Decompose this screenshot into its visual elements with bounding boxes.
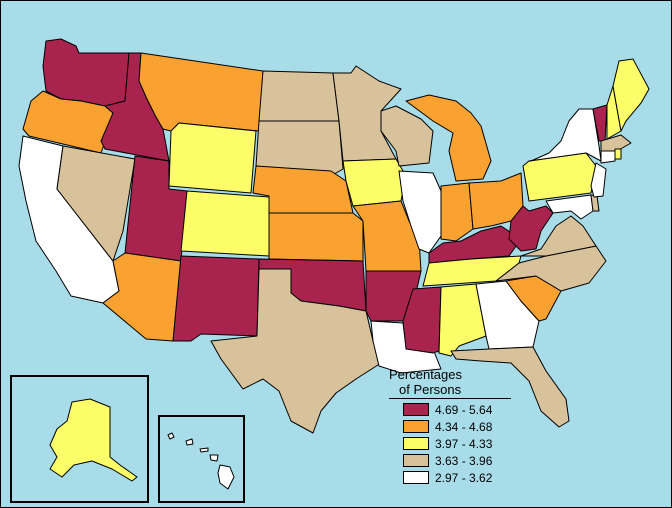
hawaii-map <box>167 432 235 490</box>
legend-item: 3.63 - 3.96 <box>403 452 529 469</box>
legend-label: 4.34 - 4.68 <box>435 419 493 434</box>
state-va <box>520 215 597 257</box>
state-ak <box>49 398 138 482</box>
state-tx <box>210 268 382 434</box>
legend-item: 2.97 - 3.62 <box>403 469 529 486</box>
alaska-inset <box>10 375 149 503</box>
state-md <box>545 194 594 220</box>
legend-item: 3.97 - 4.33 <box>403 435 529 452</box>
state-sd <box>255 120 344 177</box>
legend-swatch <box>403 471 429 484</box>
legend-title-line1: Percentages <box>389 367 462 382</box>
legend-item: 4.34 - 4.68 <box>403 418 529 435</box>
legend-swatch <box>403 420 429 433</box>
state-mt <box>138 52 264 132</box>
state-in <box>440 182 474 242</box>
legend-rows: 4.69 - 5.64 4.34 - 4.68 3.97 - 4.33 3.63… <box>403 401 529 486</box>
hawaii-inset <box>158 415 245 503</box>
state-hi-maui <box>209 454 219 462</box>
legend-title: Percentages of Persons <box>389 367 511 399</box>
state-nj <box>590 162 607 198</box>
legend: Percentages of Persons 4.69 - 5.64 4.34 … <box>389 367 529 486</box>
legend-label: 3.63 - 3.96 <box>435 453 493 468</box>
state-hi-molokai <box>199 447 209 453</box>
state-hi-big-island <box>217 464 235 490</box>
legend-swatch <box>403 437 429 450</box>
legend-label: 3.97 - 4.33 <box>435 436 493 451</box>
state-ny <box>528 108 602 162</box>
state-ct <box>600 150 616 164</box>
state-ma <box>600 134 632 152</box>
state-mi <box>405 94 492 182</box>
state-ia <box>342 158 407 207</box>
state-nm <box>172 255 260 342</box>
state-wa <box>42 38 130 107</box>
state-nv <box>56 145 136 262</box>
state-hi-oahu <box>185 438 194 446</box>
state-co <box>180 190 270 257</box>
legend-label: 4.69 - 5.64 <box>435 402 493 417</box>
legend-item: 4.69 - 5.64 <box>403 401 529 418</box>
legend-title-line2: of Persons <box>399 382 462 397</box>
state-az <box>102 252 182 342</box>
state-wy <box>168 122 257 194</box>
state-me <box>612 58 650 132</box>
state-mo <box>352 200 422 272</box>
state-nd <box>258 70 340 122</box>
state-wi <box>380 105 434 167</box>
state-ri <box>614 148 622 160</box>
legend-swatch <box>403 403 429 416</box>
legend-label: 2.97 - 3.62 <box>435 470 493 485</box>
state-wv <box>508 205 554 252</box>
state-de <box>590 194 600 212</box>
legend-swatch <box>403 454 429 467</box>
alaska-map <box>49 398 138 482</box>
state-hi-kauai <box>167 432 175 440</box>
state-ks <box>268 212 364 262</box>
state-fl <box>450 346 570 428</box>
state-nc <box>495 245 607 292</box>
